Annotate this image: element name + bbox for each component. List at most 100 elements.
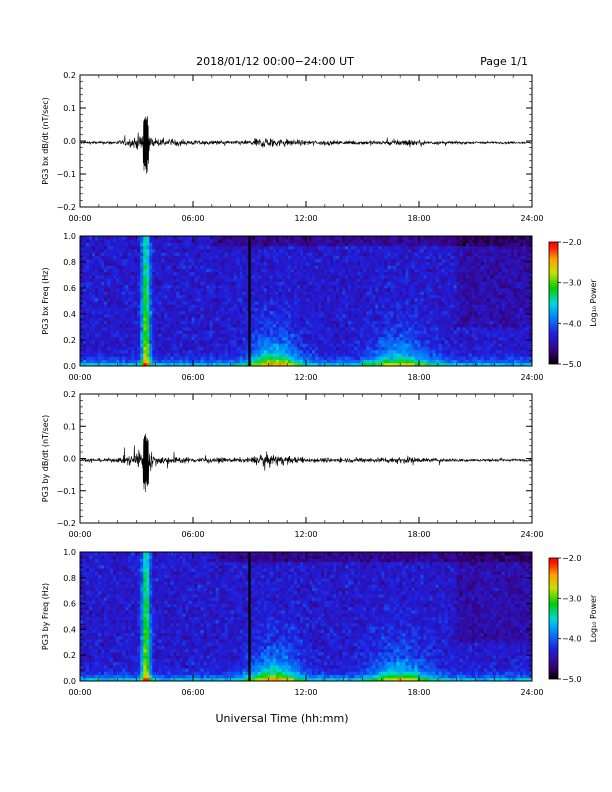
- heatmap-cell: [432, 353, 436, 357]
- heatmap-cell: [384, 281, 388, 286]
- heatmap-cell: [101, 278, 105, 282]
- heatmap-cell: [420, 320, 424, 325]
- heatmap-cell: [224, 327, 229, 331]
- heatmap-cell: [197, 288, 201, 292]
- heatmap-cell: [164, 330, 168, 334]
- heatmap-cell: [351, 275, 355, 279]
- heatmap-cell: [296, 284, 301, 289]
- heatmap-cell: [405, 340, 409, 344]
- heatmap-cell: [432, 252, 436, 256]
- heatmap-cell: [245, 294, 250, 299]
- heatmap-cell: [86, 249, 90, 253]
- heatmap-cell: [402, 236, 406, 240]
- heatmap-cell: [125, 297, 129, 302]
- heatmap-cell: [239, 258, 244, 263]
- heatmap-cell: [170, 288, 174, 292]
- heatmap-cell: [137, 281, 141, 286]
- heatmap-cell: [125, 239, 129, 243]
- heatmap-cell: [284, 239, 289, 243]
- heatmap-cell: [224, 359, 229, 364]
- heatmap-cell: [363, 346, 367, 351]
- heatmap-cell: [176, 330, 180, 334]
- heatmap-cell: [306, 356, 310, 360]
- heatmap-cell: [239, 278, 244, 282]
- heatmap-cell: [83, 278, 87, 282]
- heatmap-cell: [194, 336, 198, 341]
- heatmap-cell: [224, 314, 229, 318]
- heatmap-cell: [438, 271, 442, 276]
- heatmap-cell: [239, 242, 244, 247]
- heatmap-cell: [83, 330, 87, 334]
- heatmap-cell: [251, 265, 256, 269]
- heatmap-cell: [333, 320, 337, 325]
- heatmap-cell: [378, 294, 382, 299]
- heatmap-cell: [393, 301, 397, 305]
- heatmap-cell: [260, 327, 265, 331]
- heatmap-cell: [131, 346, 135, 351]
- heatmap-cell: [390, 242, 394, 247]
- heatmap-cell: [375, 255, 379, 260]
- heatmap-cell: [429, 330, 433, 334]
- heatmap-cell: [194, 265, 198, 269]
- heatmap-cell: [354, 346, 358, 351]
- heatmap-cell: [122, 346, 126, 351]
- heatmap-cell: [309, 255, 313, 260]
- heatmap-cell: [312, 349, 316, 354]
- heatmap-cell: [312, 362, 316, 367]
- heatmap-cell: [140, 327, 144, 331]
- heatmap-cell: [134, 323, 138, 328]
- heatmap-cell: [119, 356, 123, 360]
- heatmap-cell: [272, 281, 277, 286]
- heatmap-cell: [399, 288, 403, 292]
- heatmap-cell: [188, 301, 192, 305]
- heatmap-cell: [369, 330, 373, 334]
- heatmap-cell: [158, 343, 162, 347]
- heatmap-cell: [405, 359, 409, 364]
- heatmap-cell: [128, 271, 132, 276]
- heatmap-cell: [206, 252, 210, 256]
- heatmap-cell: [342, 346, 346, 351]
- heatmap-cell: [345, 353, 349, 357]
- heatmap-cell: [287, 271, 292, 276]
- heatmap-cell: [95, 291, 99, 295]
- heatmap-cell: [296, 333, 301, 338]
- heatmap-cell: [227, 262, 232, 266]
- heatmap-cell: [318, 294, 322, 299]
- heatmap-cell: [372, 327, 376, 331]
- heatmap-cell: [348, 346, 352, 351]
- heatmap-cell: [185, 288, 189, 292]
- heatmap-cell: [390, 307, 394, 312]
- heatmap-cell: [384, 265, 388, 269]
- heatmap-cell: [227, 255, 232, 260]
- heatmap-cell: [396, 330, 400, 334]
- heatmap-cell: [140, 362, 144, 367]
- heatmap-cell: [215, 255, 220, 260]
- heatmap-cell: [396, 255, 400, 260]
- heatmap-cell: [336, 356, 340, 360]
- heatmap-cell: [206, 327, 210, 331]
- heatmap-cell: [318, 304, 322, 308]
- heatmap-cell: [104, 340, 108, 344]
- heatmap-cell: [83, 245, 87, 250]
- heatmap-cell: [402, 349, 406, 354]
- heatmap-cell: [125, 265, 129, 269]
- heatmap-cell: [402, 275, 406, 279]
- heatmap-cell: [245, 242, 250, 247]
- heatmap-cell: [351, 236, 355, 240]
- heatmap-cell: [239, 301, 244, 305]
- heatmap-cell: [203, 349, 207, 354]
- heatmap-cell: [290, 249, 295, 253]
- heatmap-cell: [435, 275, 439, 279]
- heatmap-cell: [185, 356, 189, 360]
- heatmap-cell: [98, 255, 102, 260]
- heatmap-cell: [212, 288, 216, 292]
- heatmap-cell: [218, 255, 223, 260]
- heatmap-cell: [384, 236, 388, 240]
- heatmap-cell: [411, 323, 415, 328]
- heatmap-cell: [137, 245, 141, 250]
- heatmap-cell: [221, 330, 226, 334]
- heatmap-cell: [221, 291, 226, 295]
- heatmap-cell: [393, 349, 397, 354]
- heatmap-cell: [287, 268, 292, 273]
- heatmap-cell: [269, 353, 274, 357]
